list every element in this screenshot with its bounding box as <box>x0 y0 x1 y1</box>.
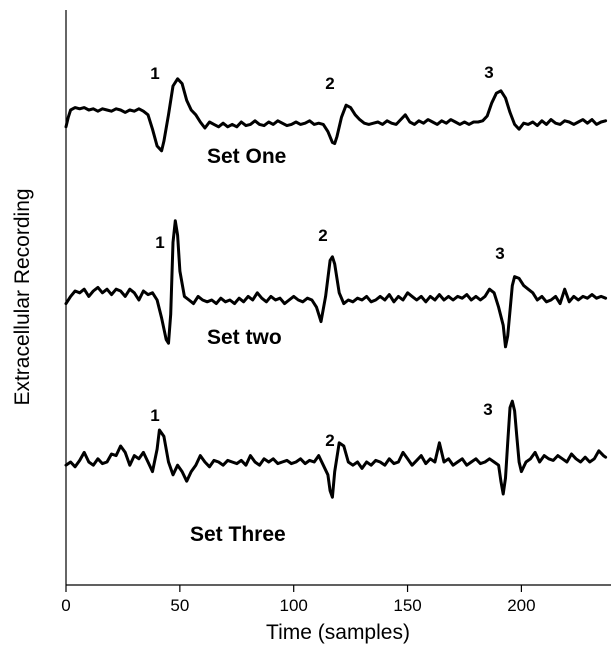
series-label: Set One <box>207 145 286 168</box>
spike-label: 2 <box>318 226 327 245</box>
trace-2 <box>64 219 608 349</box>
spike-label: 3 <box>483 400 492 419</box>
spike-label: 1 <box>155 233 164 252</box>
spike-label: 2 <box>325 74 334 93</box>
series-label: Set Three <box>190 523 286 546</box>
x-axis-title: Time (samples) <box>266 621 410 644</box>
spike-label: 1 <box>150 64 159 83</box>
x-ticks: 0 50 100 150 200 <box>61 585 536 615</box>
spike-label: 1 <box>150 406 159 425</box>
axes <box>65 10 611 586</box>
series-label: Set two <box>207 326 282 349</box>
traces: Set One 1 2 3 Set two 1 2 3 Set Three 1 2 3 <box>64 63 608 546</box>
y-axis-title: Extracellular Recording <box>11 188 34 405</box>
spike-label: 2 <box>325 431 334 450</box>
x-tick-label: 0 <box>61 596 70 615</box>
trace-1 <box>64 77 608 153</box>
x-tick-label: 50 <box>170 596 189 615</box>
x-tick-label: 100 <box>280 596 308 615</box>
x-tick-label: 200 <box>507 596 535 615</box>
spike-label: 3 <box>495 244 504 263</box>
x-tick-label: 150 <box>393 596 421 615</box>
spike-label: 3 <box>484 63 493 82</box>
trace-3 <box>64 399 608 499</box>
